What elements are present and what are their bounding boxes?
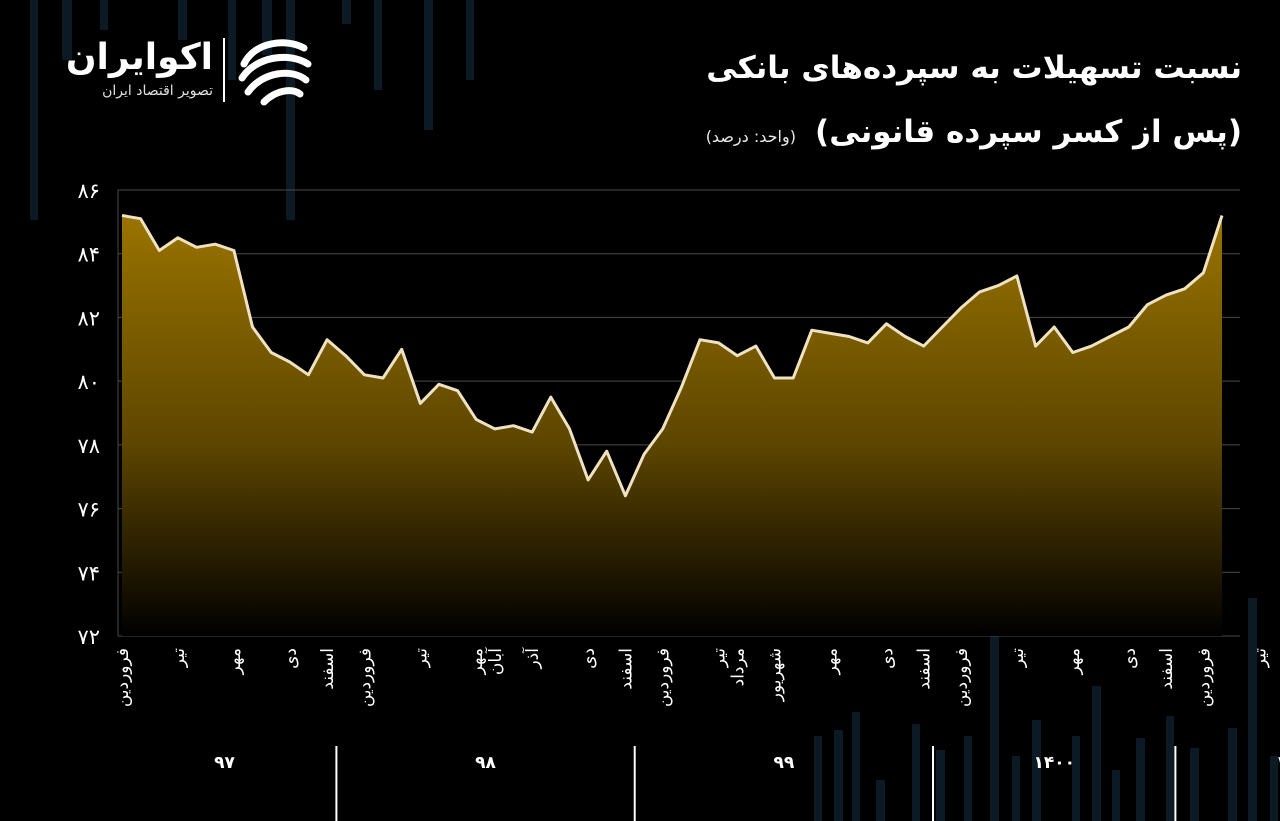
- x-tick-label: فروردین: [952, 648, 972, 707]
- x-tick-label: تیر: [1250, 648, 1270, 669]
- bg-bar-14: [876, 780, 885, 821]
- bg-bar-7: [342, 0, 351, 24]
- bg-bar-17: [964, 736, 972, 821]
- x-tick-label: فروردین: [1194, 648, 1214, 707]
- bg-bar-22: [1092, 686, 1101, 821]
- x-tick-label: مرداد: [728, 648, 748, 686]
- year-group-label: ۹۹: [773, 753, 794, 773]
- logo-divider: [223, 38, 225, 102]
- year-group-label: ۱۴۰۱: [1276, 753, 1280, 773]
- x-tick-label: اسفند: [1157, 648, 1177, 690]
- x-tick-label: تیر: [710, 648, 730, 669]
- y-tick-label: ۷۸: [77, 434, 100, 458]
- bg-bar-26: [1190, 748, 1199, 821]
- bg-bar-8: [374, 0, 382, 90]
- bg-bar-4: [228, 0, 236, 80]
- x-tick-label: دی: [877, 648, 897, 669]
- year-group-label: ۱۴۰۰: [1033, 753, 1075, 773]
- x-tick-label: مهر: [467, 648, 487, 675]
- bg-bar-24: [1136, 738, 1145, 821]
- brand-logo: اکوایران تصویر اقتصاد ایران: [48, 34, 313, 106]
- y-tick-label: ۸۶: [77, 179, 100, 203]
- bg-bar-15: [912, 724, 920, 821]
- bg-bar-18: [990, 598, 999, 821]
- x-tick-label: فروردین: [113, 648, 133, 707]
- bg-bar-27: [1228, 728, 1237, 821]
- x-tick-label: تیر: [1008, 648, 1028, 669]
- y-tick-label: ۸۴: [77, 243, 100, 267]
- x-tick-label: اسفند: [915, 648, 935, 690]
- bg-bar-1: [62, 0, 72, 60]
- bg-bar-0: [30, 0, 38, 220]
- bg-bar-19: [1012, 756, 1020, 821]
- bg-bar-6: [286, 0, 295, 220]
- x-tick-label: شهریور: [766, 648, 786, 702]
- bg-bar-2: [100, 0, 108, 30]
- y-tick-label: ۸۲: [77, 306, 100, 330]
- x-tick-label: تیر: [411, 648, 431, 669]
- brand-tagline: تصویر اقتصاد ایران: [102, 83, 213, 99]
- bg-bar-23: [1112, 770, 1120, 821]
- subtitle-row: (پس از کسر سپرده قانونی) (واحد: درصد): [442, 110, 1242, 159]
- chart-title: نسبت تسهیلات به سپرده‌های بانکی: [706, 50, 1242, 86]
- bg-bar-25: [1166, 716, 1174, 821]
- bg-bar-21: [1072, 736, 1080, 821]
- bg-bar-12: [834, 730, 843, 821]
- bg-bar-20: [1032, 720, 1041, 821]
- x-tick-label: مهر: [1064, 648, 1084, 675]
- year-groups: ۹۷ ۹۸ ۹۹ ۱۴۰۰ ۱۴۰۱: [214, 746, 1280, 821]
- x-tick-label: دی: [579, 648, 599, 669]
- bg-bar-9: [424, 0, 433, 130]
- series-line: [121, 214, 1224, 498]
- x-tick-label: فروردین: [355, 648, 375, 707]
- unit-note: (واحد: درصد): [705, 127, 796, 146]
- y-axis: ۷۲ ۷۴ ۷۶ ۷۸ ۸۰ ۸۲ ۸۴ ۸۶: [77, 179, 100, 649]
- x-tick-label: مهر: [225, 648, 245, 675]
- bg-bar-10: [466, 0, 474, 80]
- bg-bar-28: [1248, 598, 1257, 821]
- brand-mark-icon: [238, 39, 312, 106]
- y-tick-label: ۷۶: [77, 498, 100, 522]
- x-tick-label: فروردین: [654, 648, 674, 707]
- series-area: [122, 215, 1222, 636]
- chart-subtitle: (پس از کسر سپرده قانونی): [815, 114, 1242, 150]
- bg-bar-3: [178, 0, 187, 40]
- bg-bar-5: [262, 0, 272, 55]
- x-tick-label: مهر: [821, 648, 841, 675]
- bg-bar-16: [936, 750, 945, 821]
- y-tick-label: ۷۴: [77, 561, 100, 585]
- x-tick-label: آذر: [521, 647, 543, 670]
- y-tick-label: ۸۰: [77, 370, 100, 394]
- y-tick-label: ۷۲: [77, 625, 100, 649]
- x-tick-label: تیر: [169, 648, 189, 669]
- x-tick-label: آبان: [484, 647, 506, 675]
- x-tick-label: اسفند: [616, 648, 636, 690]
- year-group-label: ۹۷: [214, 753, 235, 773]
- x-tick-label: دی: [1120, 648, 1140, 669]
- x-tick-label: اسفند: [318, 648, 338, 690]
- year-group-label: ۹۸: [475, 753, 496, 773]
- bg-bar-29: [1270, 756, 1278, 821]
- x-tick-label: دی: [281, 648, 301, 669]
- bg-bar-11: [814, 736, 822, 821]
- brand-name: اکوایران: [65, 37, 213, 78]
- bg-bar-13: [852, 712, 860, 821]
